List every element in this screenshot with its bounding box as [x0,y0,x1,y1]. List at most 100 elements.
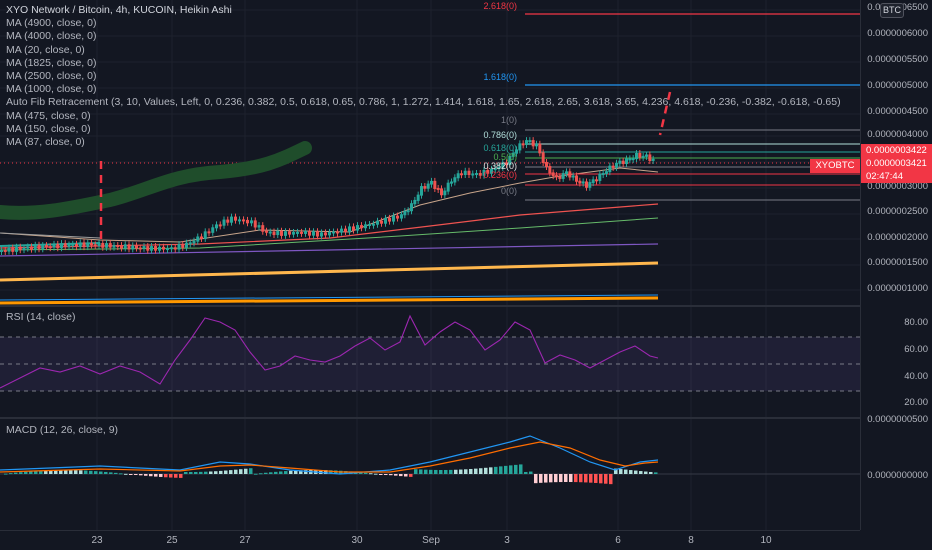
candle-body [525,140,528,146]
candle-body [238,219,241,222]
candle-body [52,243,56,248]
symbol-title[interactable]: XYO Network / Bitcoin, 4h, KUCOIN, Heiki… [6,4,232,16]
macd-histogram-bar [384,474,388,475]
candle-body [276,230,280,236]
time-label: 8 [688,535,694,546]
macd-histogram-bar [619,469,623,474]
indicator-legend-item[interactable]: MA (20, close, 0) [6,43,85,56]
price-tick: 0.0000006000 [867,28,928,39]
macd-histogram-bar [594,474,598,483]
ma-line-purple [0,243,659,257]
time-label: 23 [91,535,103,546]
candle-body [413,199,417,205]
fib-label-0236: 0.236(0) [483,170,517,180]
candle-body [565,171,568,175]
price-axis[interactable]: 0.0000006500 0.0000006000 0.0000005500 0… [860,0,932,530]
fib-label-0: 0(0) [500,186,517,196]
candle-body [135,245,138,249]
candle-body [0,250,3,252]
candle-body [450,181,453,184]
candle-body [352,226,355,231]
macd-histogram-bar [509,465,513,474]
indicator-legend-item[interactable]: MA (87, close, 0) [6,136,85,149]
rsi-legend[interactable]: RSI (14, close) [6,311,76,323]
macd-histogram-bar [644,471,648,474]
indicator-legend-item[interactable]: MA (1825, close, 0) [6,56,97,69]
currency-badge[interactable]: BTC [880,3,904,18]
candle-body [173,247,177,250]
ma-line-orange [0,261,659,282]
indicator-legend-item[interactable]: MA (475, close, 0) [6,109,91,122]
fib-label-0618: 0.618(0) [483,143,517,153]
macd-histogram-bar [119,473,123,475]
indicator-legend-item[interactable]: MA (2500, close, 0) [6,70,97,83]
candle-body [304,230,307,234]
fib-label-05: 0.5(0) [493,152,517,162]
candle-body [181,244,185,248]
macd-histogram-bar [579,474,583,483]
indicator-legend-item[interactable]: MA (4900, close, 0) [6,17,97,30]
fib-retracement[interactable] [525,13,860,201]
candle-body [97,242,101,246]
indicator-legend-item[interactable]: MA (150, close, 0) [6,122,91,135]
candle-body [501,162,505,168]
candle-body [521,143,525,146]
macd-histogram-bar [414,469,418,474]
macd-histogram-bar [19,472,23,474]
time-axis[interactable]: 23 25 27 30 Sep 3 6 8 10 [0,530,860,550]
trendline [0,232,101,239]
candle-body [203,231,207,239]
price-tick: 0.0000005500 [867,54,928,65]
ma-line-orange-long [0,296,659,305]
candle-body [308,230,311,236]
pane-separators[interactable] [0,305,932,419]
candle-body [7,247,11,252]
candle-body [200,236,203,239]
macd-histogram-bar [209,471,213,474]
indicator-legend-item[interactable]: Auto Fib Retracement (3, 10, Values, Lef… [6,96,841,109]
rsi-tick: 40.00 [904,371,928,382]
candle-body [538,143,542,154]
candle-body [280,230,283,236]
candle-body [471,173,475,176]
macd-histogram-bar [84,470,88,474]
macd-histogram-bar [514,464,518,474]
macd-histogram-bar [259,473,263,475]
candle-body [336,231,339,234]
macd-histogram-bar [604,474,608,484]
macd-signal-line [0,441,659,473]
candle-body [127,244,131,250]
candle-body [433,180,437,189]
candle-body [478,173,482,176]
candle-body [615,162,618,168]
indicator-legend-item[interactable]: MA (4000, close, 0) [6,30,97,43]
candle-body [340,228,343,233]
macd-histogram-bar [469,468,473,474]
macd-histogram-bar [534,474,538,484]
macd-histogram-bar [159,474,163,477]
ma-line-red [0,203,659,249]
macd-histogram-bar [649,471,653,474]
macd-histogram-bar [69,470,73,474]
candle-body [608,165,612,173]
candle-body [575,175,578,182]
candle-body [22,247,26,251]
candle-body [545,161,548,168]
chart-legend: XYO Network / Bitcoin, 4h, KUCOIN, Heiki… [6,4,841,149]
candle-body [518,143,522,151]
candle-body [388,217,391,222]
time-label: 25 [166,535,178,546]
macd-legend[interactable]: MACD (12, 26, close, 9) [6,424,119,436]
macd-histogram-bar [419,469,423,474]
macd-histogram-bar [24,471,28,474]
macd-line [0,435,659,475]
macd-histogram-bar [399,474,403,477]
macd-histogram-bar [114,472,118,474]
candle-body [41,245,45,250]
macd-histogram-bar [489,467,493,474]
indicator-legend-item[interactable]: MA (1000, close, 0) [6,83,97,96]
macd-histogram-bar [199,471,203,474]
macd-histogram-bar [559,474,563,483]
candle-body [288,231,291,235]
